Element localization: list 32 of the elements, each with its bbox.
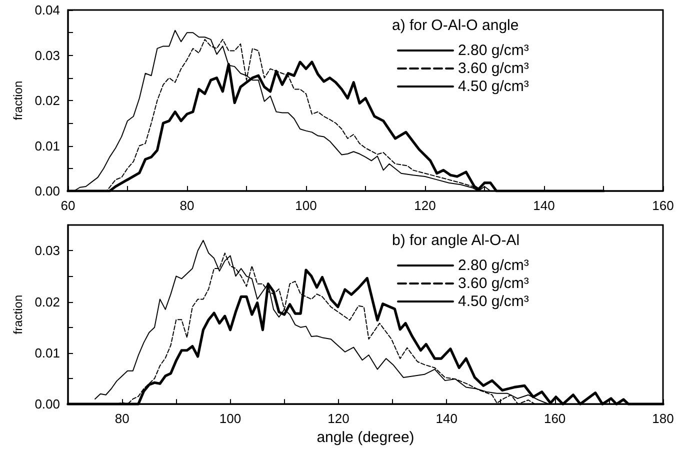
y-tick-label: 0.03 bbox=[34, 48, 60, 63]
legend-label: 4.50 g/cm³ bbox=[458, 78, 529, 95]
y-tick-label: 0.02 bbox=[34, 294, 60, 310]
y-tick-label: 0.03 bbox=[34, 243, 60, 258]
x-tick-label: 100 bbox=[219, 411, 242, 426]
x-axis-title: angle (degree) bbox=[316, 429, 414, 446]
legend-label: 2.80 g/cm³ bbox=[458, 257, 529, 274]
y-axis-title: fraction bbox=[10, 294, 25, 334]
x-tick-label: 140 bbox=[533, 198, 555, 213]
legend-title: a) for O-Al-O angle bbox=[392, 17, 519, 34]
y-tick-label: 0.02 bbox=[34, 93, 60, 108]
x-tick-label: 120 bbox=[414, 198, 436, 213]
x-tick-label: 120 bbox=[328, 411, 350, 426]
x-tick-label: 180 bbox=[652, 411, 674, 426]
y-tick-label: 0.01 bbox=[34, 345, 60, 360]
x-tick-label: 160 bbox=[544, 411, 566, 426]
legend-label: 2.80 g/cm³ bbox=[458, 42, 529, 59]
y-tick-label: 0.00 bbox=[34, 184, 60, 198]
y-tick-label: 0.01 bbox=[34, 138, 60, 154]
x-tick-label: 160 bbox=[652, 198, 674, 213]
x-tick-label: 60 bbox=[60, 198, 76, 213]
y-tick-label: 0.04 bbox=[34, 2, 60, 18]
y-axis-title: fraction bbox=[10, 80, 25, 120]
x-tick-label: 140 bbox=[436, 411, 458, 426]
y-tick-label: 0.00 bbox=[34, 396, 60, 412]
legend-title: b) for angle Al-O-Al bbox=[392, 232, 520, 249]
x-tick-label: 80 bbox=[114, 411, 130, 426]
legend-label: 3.60 g/cm³ bbox=[458, 60, 529, 77]
legend-label: 4.50 g/cm³ bbox=[458, 293, 529, 310]
x-tick-label: 80 bbox=[180, 198, 194, 213]
x-tick-label: 100 bbox=[295, 198, 317, 213]
legend-label: 3.60 g/cm³ bbox=[458, 275, 529, 292]
